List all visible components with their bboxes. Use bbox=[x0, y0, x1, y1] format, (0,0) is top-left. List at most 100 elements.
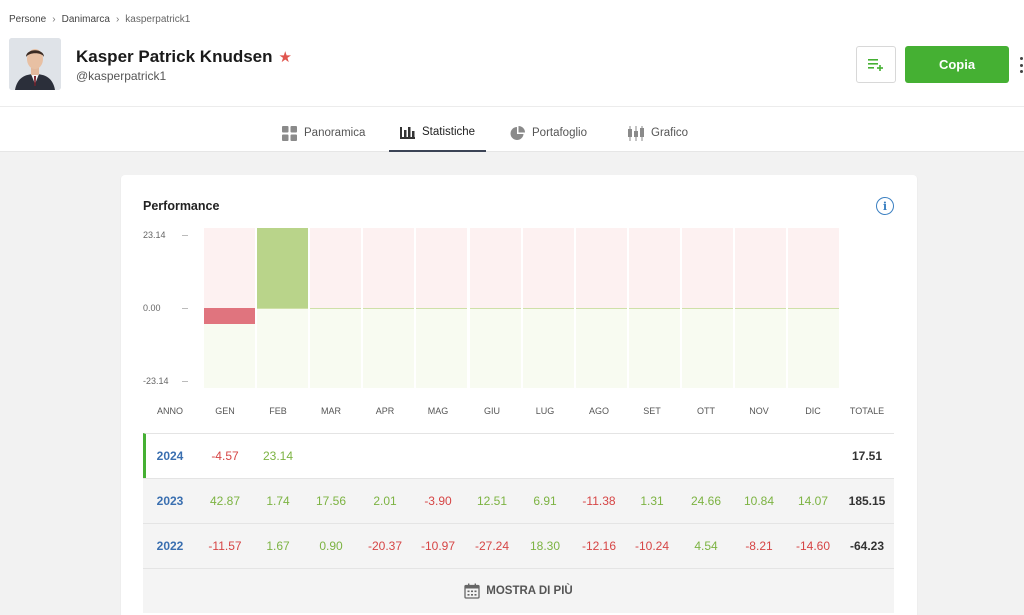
profile-name: Kasper Patrick Knudsen bbox=[76, 47, 273, 66]
month-value: -12.16 bbox=[581, 539, 617, 553]
y-axis-label-min: -23.14 bbox=[143, 376, 169, 386]
candlestick-icon bbox=[628, 125, 644, 141]
show-more-button[interactable]: MOSTRA DI PIÙ bbox=[143, 568, 894, 613]
tab-label: Statistiche bbox=[422, 126, 476, 138]
chart-column-feb bbox=[257, 228, 309, 388]
table-row[interactable]: 2024 -4.57 23.14 17.51 bbox=[143, 433, 894, 478]
chart-column-dic bbox=[788, 228, 840, 388]
month-value: -27.24 bbox=[474, 539, 510, 553]
y-axis-label-max: 23.14 bbox=[143, 230, 166, 240]
chart-bar[interactable] bbox=[204, 308, 255, 324]
month-value: 1.31 bbox=[640, 494, 664, 508]
chart-column-mar bbox=[310, 228, 362, 388]
month-value: 6.91 bbox=[533, 494, 557, 508]
total-cell: 17.51 bbox=[851, 449, 883, 463]
column-header: DIC bbox=[805, 406, 821, 416]
month-value: -11.38 bbox=[582, 494, 616, 508]
list-add-icon bbox=[868, 58, 883, 71]
month-value: -3.90 bbox=[424, 494, 452, 508]
profile-handle: @kasperpatrick1 bbox=[76, 69, 167, 83]
column-header: ANNO bbox=[156, 406, 183, 416]
add-to-watchlist-button[interactable] bbox=[856, 46, 896, 83]
more-options-icon[interactable] bbox=[1018, 57, 1024, 73]
copy-button[interactable]: Copia bbox=[905, 46, 1009, 83]
chart-column-apr bbox=[363, 228, 415, 388]
month-value: 12.51 bbox=[476, 494, 508, 508]
column-header: TOTALE bbox=[849, 406, 885, 416]
column-header: GEN bbox=[215, 406, 235, 416]
chart-column-lug bbox=[522, 228, 574, 388]
total-cell: 185.15 bbox=[848, 494, 886, 508]
month-value: -20.37 bbox=[367, 539, 403, 553]
bar-chart-icon bbox=[400, 127, 415, 139]
year-cell: 2022 bbox=[156, 539, 184, 553]
month-value: 24.66 bbox=[690, 494, 722, 508]
performance-chart bbox=[204, 228, 841, 388]
divider bbox=[0, 106, 1024, 107]
month-value: -10.97 bbox=[420, 539, 456, 553]
show-more-label: MOSTRA DI PIÙ bbox=[486, 585, 573, 597]
column-header: OTT bbox=[697, 406, 715, 416]
chevron-right-icon: › bbox=[115, 14, 120, 25]
star-icon[interactable]: ★ bbox=[278, 48, 292, 66]
total-cell: -64.23 bbox=[849, 539, 885, 553]
column-header: GIU bbox=[483, 406, 500, 416]
breadcrumb-danimarca[interactable]: Danimarca bbox=[61, 14, 110, 25]
year-cell: 2023 bbox=[156, 494, 184, 508]
month-value: 14.07 bbox=[797, 494, 829, 508]
month-value: -4.57 bbox=[211, 449, 239, 463]
chart-column-nov bbox=[735, 228, 786, 388]
chart-column-giu bbox=[469, 228, 521, 388]
breadcrumb: Persone › Danimarca › kasperpatrick1 bbox=[9, 14, 190, 25]
month-value: 17.56 bbox=[315, 494, 347, 508]
grid-icon bbox=[282, 125, 297, 141]
month-value: 1.67 bbox=[266, 539, 290, 553]
profile-header: Persone › Danimarca › kasperpatrick1 Kas… bbox=[0, 0, 1024, 152]
tab-label: Portafoglio bbox=[532, 127, 587, 139]
info-icon[interactable]: i bbox=[876, 197, 894, 215]
month-value: 2.01 bbox=[373, 494, 397, 508]
table-row[interactable]: 2022 -11.57 1.67 0.90 -20.37 -10.97 -27.24 18.3… bbox=[143, 523, 894, 568]
month-value: -11.57 bbox=[208, 539, 242, 553]
column-header: LUG bbox=[535, 406, 555, 416]
month-value: 10.84 bbox=[743, 494, 775, 508]
tab-panoramica[interactable]: Panoramica bbox=[271, 114, 376, 152]
tab-label: Grafico bbox=[651, 127, 689, 139]
card-title: Performance bbox=[143, 199, 220, 213]
profile-name-wrap: Kasper Patrick Knudsen ★ bbox=[76, 47, 292, 67]
avatar bbox=[9, 38, 61, 90]
month-value: 42.87 bbox=[209, 494, 241, 508]
y-axis-label-zero: 0.00 bbox=[143, 303, 161, 313]
column-header: MAR bbox=[321, 406, 341, 416]
year-cell: 2024 bbox=[156, 449, 184, 463]
month-value: 0.90 bbox=[319, 539, 343, 553]
tab-grafico[interactable]: Grafico bbox=[617, 114, 699, 152]
breadcrumb-persone[interactable]: Persone bbox=[9, 14, 47, 25]
chart-column-ott bbox=[681, 228, 733, 388]
breadcrumb-current: kasperpatrick1 bbox=[125, 14, 191, 25]
chart-column-gen bbox=[204, 228, 255, 388]
month-value: 18.30 bbox=[529, 539, 561, 553]
calendar-icon bbox=[464, 583, 480, 599]
column-header: NOV bbox=[749, 406, 769, 416]
chart-column-set bbox=[628, 228, 680, 388]
month-value: 23.14 bbox=[262, 449, 294, 463]
performance-card: Performance i 23.14 0.00 -23.14 ANNO GEN F… bbox=[121, 175, 917, 615]
chart-column-ago bbox=[575, 228, 627, 388]
column-header: MAG bbox=[427, 406, 449, 416]
month-value: -8.21 bbox=[745, 539, 773, 553]
month-value: -10.24 bbox=[634, 539, 670, 553]
month-value: -14.60 bbox=[795, 539, 831, 553]
month-value: 1.74 bbox=[266, 494, 290, 508]
column-header: SET bbox=[643, 406, 661, 416]
y-tick bbox=[182, 235, 188, 236]
tab-statistiche[interactable]: Statistiche bbox=[389, 114, 487, 152]
chart-bar[interactable] bbox=[257, 228, 309, 308]
column-header: AGO bbox=[588, 406, 609, 416]
table-row[interactable]: 2023 42.87 1.74 17.56 2.01 -3.90 12.51 6.91 -11.… bbox=[143, 478, 894, 523]
month-value: 4.54 bbox=[694, 539, 718, 553]
tab-portafoglio[interactable]: Portafoglio bbox=[499, 114, 598, 152]
chart-column-mag bbox=[416, 228, 468, 388]
column-header: FEB bbox=[269, 406, 287, 416]
tab-label: Panoramica bbox=[304, 127, 366, 139]
